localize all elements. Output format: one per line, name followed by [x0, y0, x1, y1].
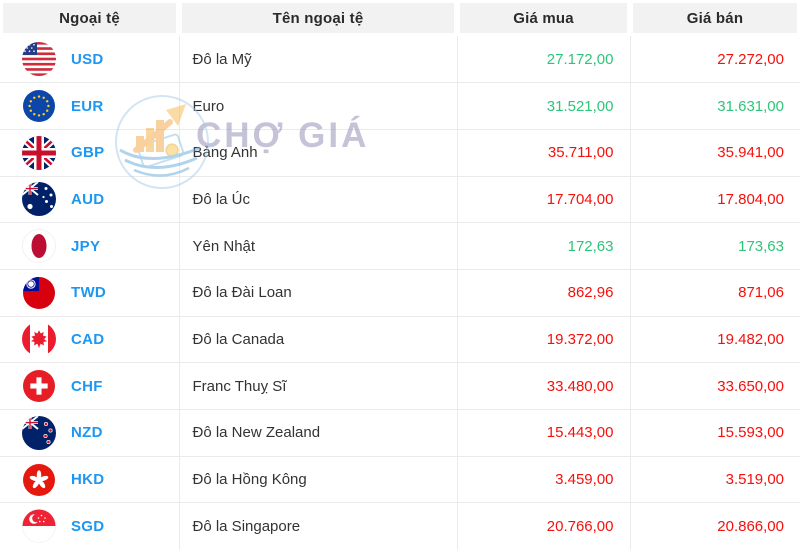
currency-name: Đô la Hồng Kông	[179, 455, 458, 503]
currency-code[interactable]: USD	[71, 50, 104, 68]
currency-row-eur: EUR Euro 31.521,00 31.631,00	[0, 82, 800, 130]
sell-price: 19.482,00	[717, 330, 784, 348]
currency-name: Đô la Singapore	[179, 502, 458, 550]
currency-code[interactable]: NZD	[71, 424, 103, 442]
buy-price: 35.711,00	[547, 144, 614, 162]
currency-name: Franc Thuỵ Sĩ	[179, 362, 458, 410]
sell-price: 871,06	[738, 284, 784, 302]
currency-row-cad: CAD Đô la Canada 19.372,00 19.482,00	[0, 315, 800, 363]
chf-flag-icon	[22, 369, 56, 403]
currency-name: Đô la Úc	[179, 175, 458, 223]
eur-flag-icon	[22, 89, 56, 123]
twd-flag-icon	[22, 276, 56, 310]
usd-flag-icon	[22, 42, 56, 77]
table-header-row: Ngoại tệ Tên ngoại tệ Giá mua Giá bán	[0, 0, 800, 36]
currency-row-usd: USD Đô la Mỹ 27.172,00 27.272,00	[0, 36, 800, 83]
currency-code[interactable]: EUR	[71, 97, 104, 115]
buy-price: 31.521,00	[546, 97, 614, 115]
hkd-flag-icon	[22, 463, 56, 497]
currency-name: Đô la Mỹ	[179, 36, 458, 83]
header-sell-price: Giá bán	[630, 0, 800, 36]
currency-name: Đô la New Zealand	[179, 409, 458, 457]
currency-row-twd: TWD Đô la Đài Loan 862,96 871,06	[0, 268, 800, 317]
cad-flag-icon	[22, 322, 56, 357]
buy-price: 20.766,00	[546, 517, 614, 535]
sell-price: 17.804,00	[717, 190, 784, 208]
currency-code[interactable]: CAD	[71, 330, 105, 348]
currency-row-sgd: SGD Đô la Singapore 20.766,00 20.866,00	[0, 502, 800, 550]
currency-name: Đô la Đài Loan	[179, 268, 458, 317]
aud-flag-icon	[22, 182, 56, 217]
sell-price: 15.593,00	[717, 424, 784, 442]
sell-price: 33.650,00	[717, 377, 784, 395]
currency-code[interactable]: CHF	[71, 377, 103, 395]
currency-name: Đô la Canada	[179, 315, 458, 363]
sell-price: 3.519,00	[725, 471, 784, 489]
currency-code[interactable]: JPY	[71, 237, 101, 255]
jpy-flag-icon	[22, 229, 56, 264]
currency-code[interactable]: TWD	[71, 284, 107, 302]
buy-price: 19.372,00	[546, 330, 614, 348]
currency-name: Euro	[179, 82, 458, 130]
buy-price: 17.704,00	[546, 190, 614, 208]
currency-code[interactable]: HKD	[71, 471, 105, 489]
buy-price: 3.459,00	[555, 471, 614, 489]
sell-price: 20.866,00	[717, 517, 784, 535]
buy-price: 33.480,00	[546, 377, 614, 395]
currency-name: Bảng Anh	[179, 128, 458, 177]
currency-row-aud: AUD Đô la Úc 17.704,00 17.804,00	[0, 175, 800, 223]
currency-row-chf: CHF Franc Thuỵ Sĩ 33.480,00 33.650,00	[0, 362, 800, 410]
sell-price: 31.631,00	[717, 97, 784, 115]
sell-price: 35.941,00	[717, 144, 784, 162]
currency-row-nzd: NZD Đô la New Zealand 15.443,00 15.593,0…	[0, 409, 800, 457]
gbp-flag-icon	[22, 135, 56, 170]
header-currency: Ngoại tệ	[0, 0, 179, 36]
sell-price: 27.272,00	[717, 50, 784, 68]
currency-name: Yên Nhật	[179, 222, 458, 270]
sell-price: 173,63	[738, 237, 784, 255]
nzd-flag-icon	[22, 415, 56, 450]
header-buy-price: Giá mua	[457, 0, 630, 36]
sgd-flag-icon	[22, 509, 56, 544]
currency-code[interactable]: AUD	[71, 190, 105, 208]
buy-price: 862,96	[567, 284, 614, 302]
buy-price: 15.443,00	[546, 424, 614, 442]
header-currency-name: Tên ngoại tệ	[179, 0, 457, 36]
currency-code[interactable]: GBP	[71, 144, 105, 162]
buy-price: 27.172,00	[546, 50, 614, 68]
currency-row-hkd: HKD Đô la Hồng Kông 3.459,00 3.519,00	[0, 455, 800, 503]
buy-price: 172,63	[567, 237, 614, 255]
currency-code[interactable]: SGD	[71, 517, 105, 535]
currency-row-jpy: JPY Yên Nhật 172,63 173,63	[0, 222, 800, 270]
currency-row-gbp: GBP Bảng Anh 35.711,00 35.941,00	[0, 128, 800, 177]
